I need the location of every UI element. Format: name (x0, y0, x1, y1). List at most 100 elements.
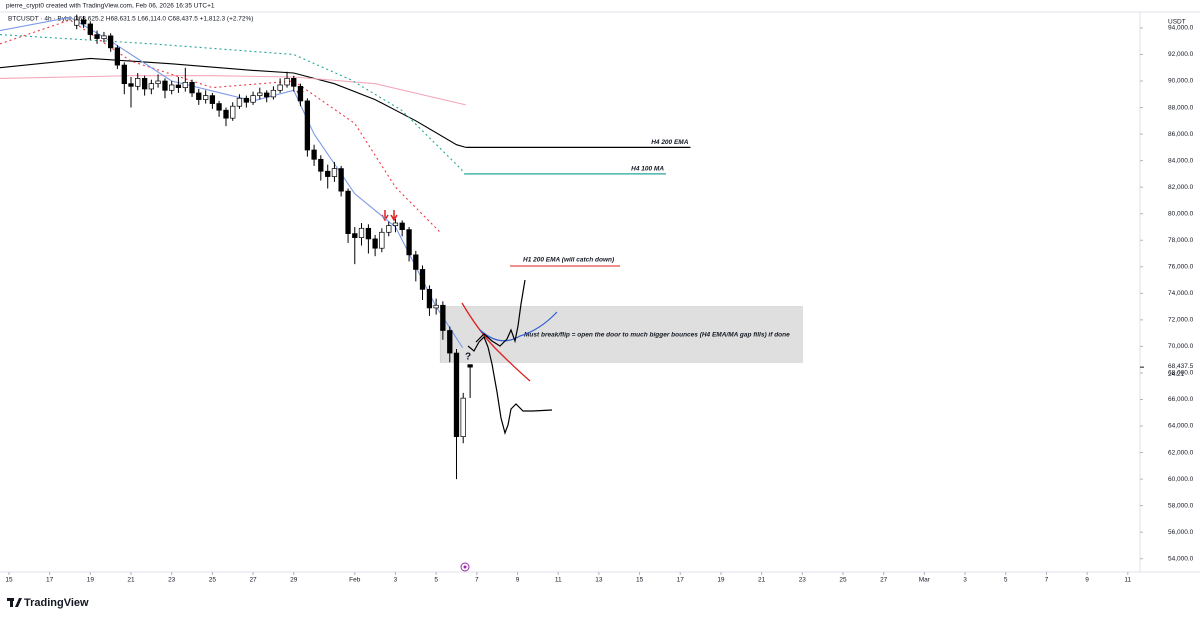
x-tick-label: 3 (394, 577, 398, 584)
event-icon (460, 562, 470, 572)
candle-body (257, 92, 263, 96)
candle-body (94, 34, 100, 39)
x-tick-label: 25 (839, 577, 847, 584)
y-tick-label: 64,000.0 (1168, 423, 1194, 430)
symbol-legend: BTCUSDT · 4h · Bybit O68,625.2 H68,631.5… (8, 16, 253, 23)
y-tick-label: 56,000.0 (1168, 529, 1194, 536)
y-tick-label: 54,000.0 (1168, 555, 1194, 562)
candle-body (419, 269, 426, 290)
candle-body (223, 109, 229, 119)
y-tick-label: 84,000.0 (1168, 157, 1194, 164)
candle-body (433, 304, 439, 309)
candle-body (236, 97, 243, 107)
y-tick-label: 70,000.0 (1168, 343, 1194, 350)
candle-body (372, 238, 378, 249)
candle-body (162, 80, 168, 91)
y-tick-label: 88,000.0 (1168, 104, 1194, 111)
y-tick-label: 78,000.0 (1168, 237, 1194, 244)
candle-body (406, 229, 412, 256)
x-tick-label: 27 (880, 577, 888, 584)
x-tick-label: 19 (87, 577, 95, 584)
event-icon-dot (463, 565, 467, 569)
candle-body (352, 233, 358, 238)
x-tick-label: 17 (677, 577, 685, 584)
red-projection (461, 302, 531, 382)
x-tick-label: 23 (168, 577, 176, 584)
candle-body (453, 352, 460, 437)
note: H1 200 EMA (will catch down) (523, 257, 614, 264)
candle-body (426, 288, 433, 309)
candle-body (318, 158, 324, 172)
y-tick-label: 92,000.0 (1168, 51, 1194, 58)
indicator-line (0, 34, 467, 176)
candle-body (155, 80, 161, 85)
x-tick-label: 23 (799, 577, 807, 584)
candle-body (108, 35, 114, 49)
candle-body (325, 170, 331, 177)
x-tick-label: 19 (717, 577, 725, 584)
x-tick-label: Feb (349, 577, 361, 584)
logo-stem (10, 598, 13, 607)
candle-body (121, 64, 127, 85)
y-tick-label: 76,000.0 (1168, 264, 1194, 271)
candle-body (379, 231, 385, 249)
y-tick-label: 74,000.0 (1168, 290, 1194, 297)
candle-body (297, 85, 304, 102)
x-tick-label: 21 (758, 577, 766, 584)
candle-body (331, 168, 338, 177)
x-tick-label: 17 (46, 577, 54, 584)
logo: TradingView (7, 597, 89, 609)
candle-body (182, 81, 188, 88)
y-tick-label: 66,000.0 (1168, 396, 1194, 403)
candle-body (399, 222, 405, 230)
candle-body (365, 227, 372, 240)
y-tick-label: 86,000.0 (1168, 131, 1194, 138)
x-tick-label: 7 (475, 577, 479, 584)
candle-body (291, 78, 297, 87)
candle-body (74, 19, 80, 26)
candle-body (338, 168, 344, 192)
candle-body (175, 84, 182, 88)
y-tick-label: 58,000.0 (1168, 502, 1194, 509)
candle-body (392, 222, 399, 226)
candle-body (135, 78, 141, 87)
x-tick-label: 21 (127, 577, 135, 584)
y-tick-label: 68,000.0 (1168, 370, 1194, 377)
candle-body (284, 78, 290, 86)
indicator-line (0, 19, 441, 233)
x-tick-label: 15 (5, 577, 13, 584)
question-mark: ? (465, 352, 471, 363)
level-label: H4 200 EMA (651, 139, 689, 146)
attribution: pierre_crypt0 created with TradingView.c… (6, 3, 215, 10)
x-tick-label: 11 (555, 577, 562, 584)
x-tick-label: 9 (1085, 577, 1089, 584)
x-tick-label: 27 (249, 577, 257, 584)
indicator-line (0, 75, 466, 106)
candle-body (467, 364, 473, 368)
y-tick-label: 90,000.0 (1168, 78, 1194, 85)
logo-slash (15, 598, 22, 607)
candle-body (304, 100, 311, 151)
brand: TradingView (24, 597, 89, 609)
candle-body (345, 190, 351, 234)
freehand: ? (460, 279, 558, 572)
y-tick-label: 72,000.0 (1168, 317, 1194, 324)
candle-body (440, 304, 446, 331)
arrow (390, 210, 398, 222)
candle-body (189, 81, 195, 94)
y-tick-label: 62,000.0 (1168, 449, 1194, 456)
candle-body (169, 84, 175, 91)
candle-body (216, 103, 222, 111)
y-tick-label: 60,000.0 (1168, 476, 1194, 483)
candle-body (311, 149, 317, 160)
candle-body (277, 84, 283, 91)
x-tick-label: 3 (963, 577, 967, 584)
candle-body (250, 95, 256, 103)
candle-body (447, 330, 453, 354)
candle-body (243, 97, 249, 103)
bull-path (475, 279, 526, 347)
last-price: 68,437.5 (1168, 363, 1194, 370)
candle-body (114, 47, 121, 66)
candle-body (264, 92, 270, 98)
